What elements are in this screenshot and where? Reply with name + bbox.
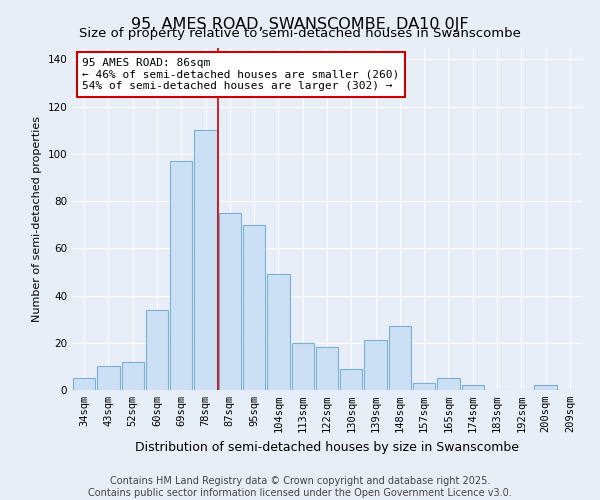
Bar [292, 343, 314, 390]
Bar [316, 348, 338, 390]
Bar [170, 161, 193, 390]
Text: 95 AMES ROAD: 86sqm
← 46% of semi-detached houses are smaller (260)
54% of semi-: 95 AMES ROAD: 86sqm ← 46% of semi-detach… [82, 58, 400, 91]
Bar [413, 383, 436, 390]
Bar [340, 368, 362, 390]
Bar [218, 213, 241, 390]
Bar [122, 362, 144, 390]
Bar [267, 274, 290, 390]
Bar [535, 386, 557, 390]
Bar [73, 378, 95, 390]
Text: Size of property relative to semi-detached houses in Swanscombe: Size of property relative to semi-detach… [79, 28, 521, 40]
Text: 95, AMES ROAD, SWANSCOMBE, DA10 0JF: 95, AMES ROAD, SWANSCOMBE, DA10 0JF [131, 18, 469, 32]
X-axis label: Distribution of semi-detached houses by size in Swanscombe: Distribution of semi-detached houses by … [135, 440, 519, 454]
Text: Contains HM Land Registry data © Crown copyright and database right 2025.
Contai: Contains HM Land Registry data © Crown c… [88, 476, 512, 498]
Y-axis label: Number of semi-detached properties: Number of semi-detached properties [32, 116, 42, 322]
Bar [389, 326, 411, 390]
Bar [146, 310, 168, 390]
Bar [461, 386, 484, 390]
Bar [194, 130, 217, 390]
Bar [364, 340, 387, 390]
Bar [97, 366, 119, 390]
Bar [437, 378, 460, 390]
Bar [243, 224, 265, 390]
